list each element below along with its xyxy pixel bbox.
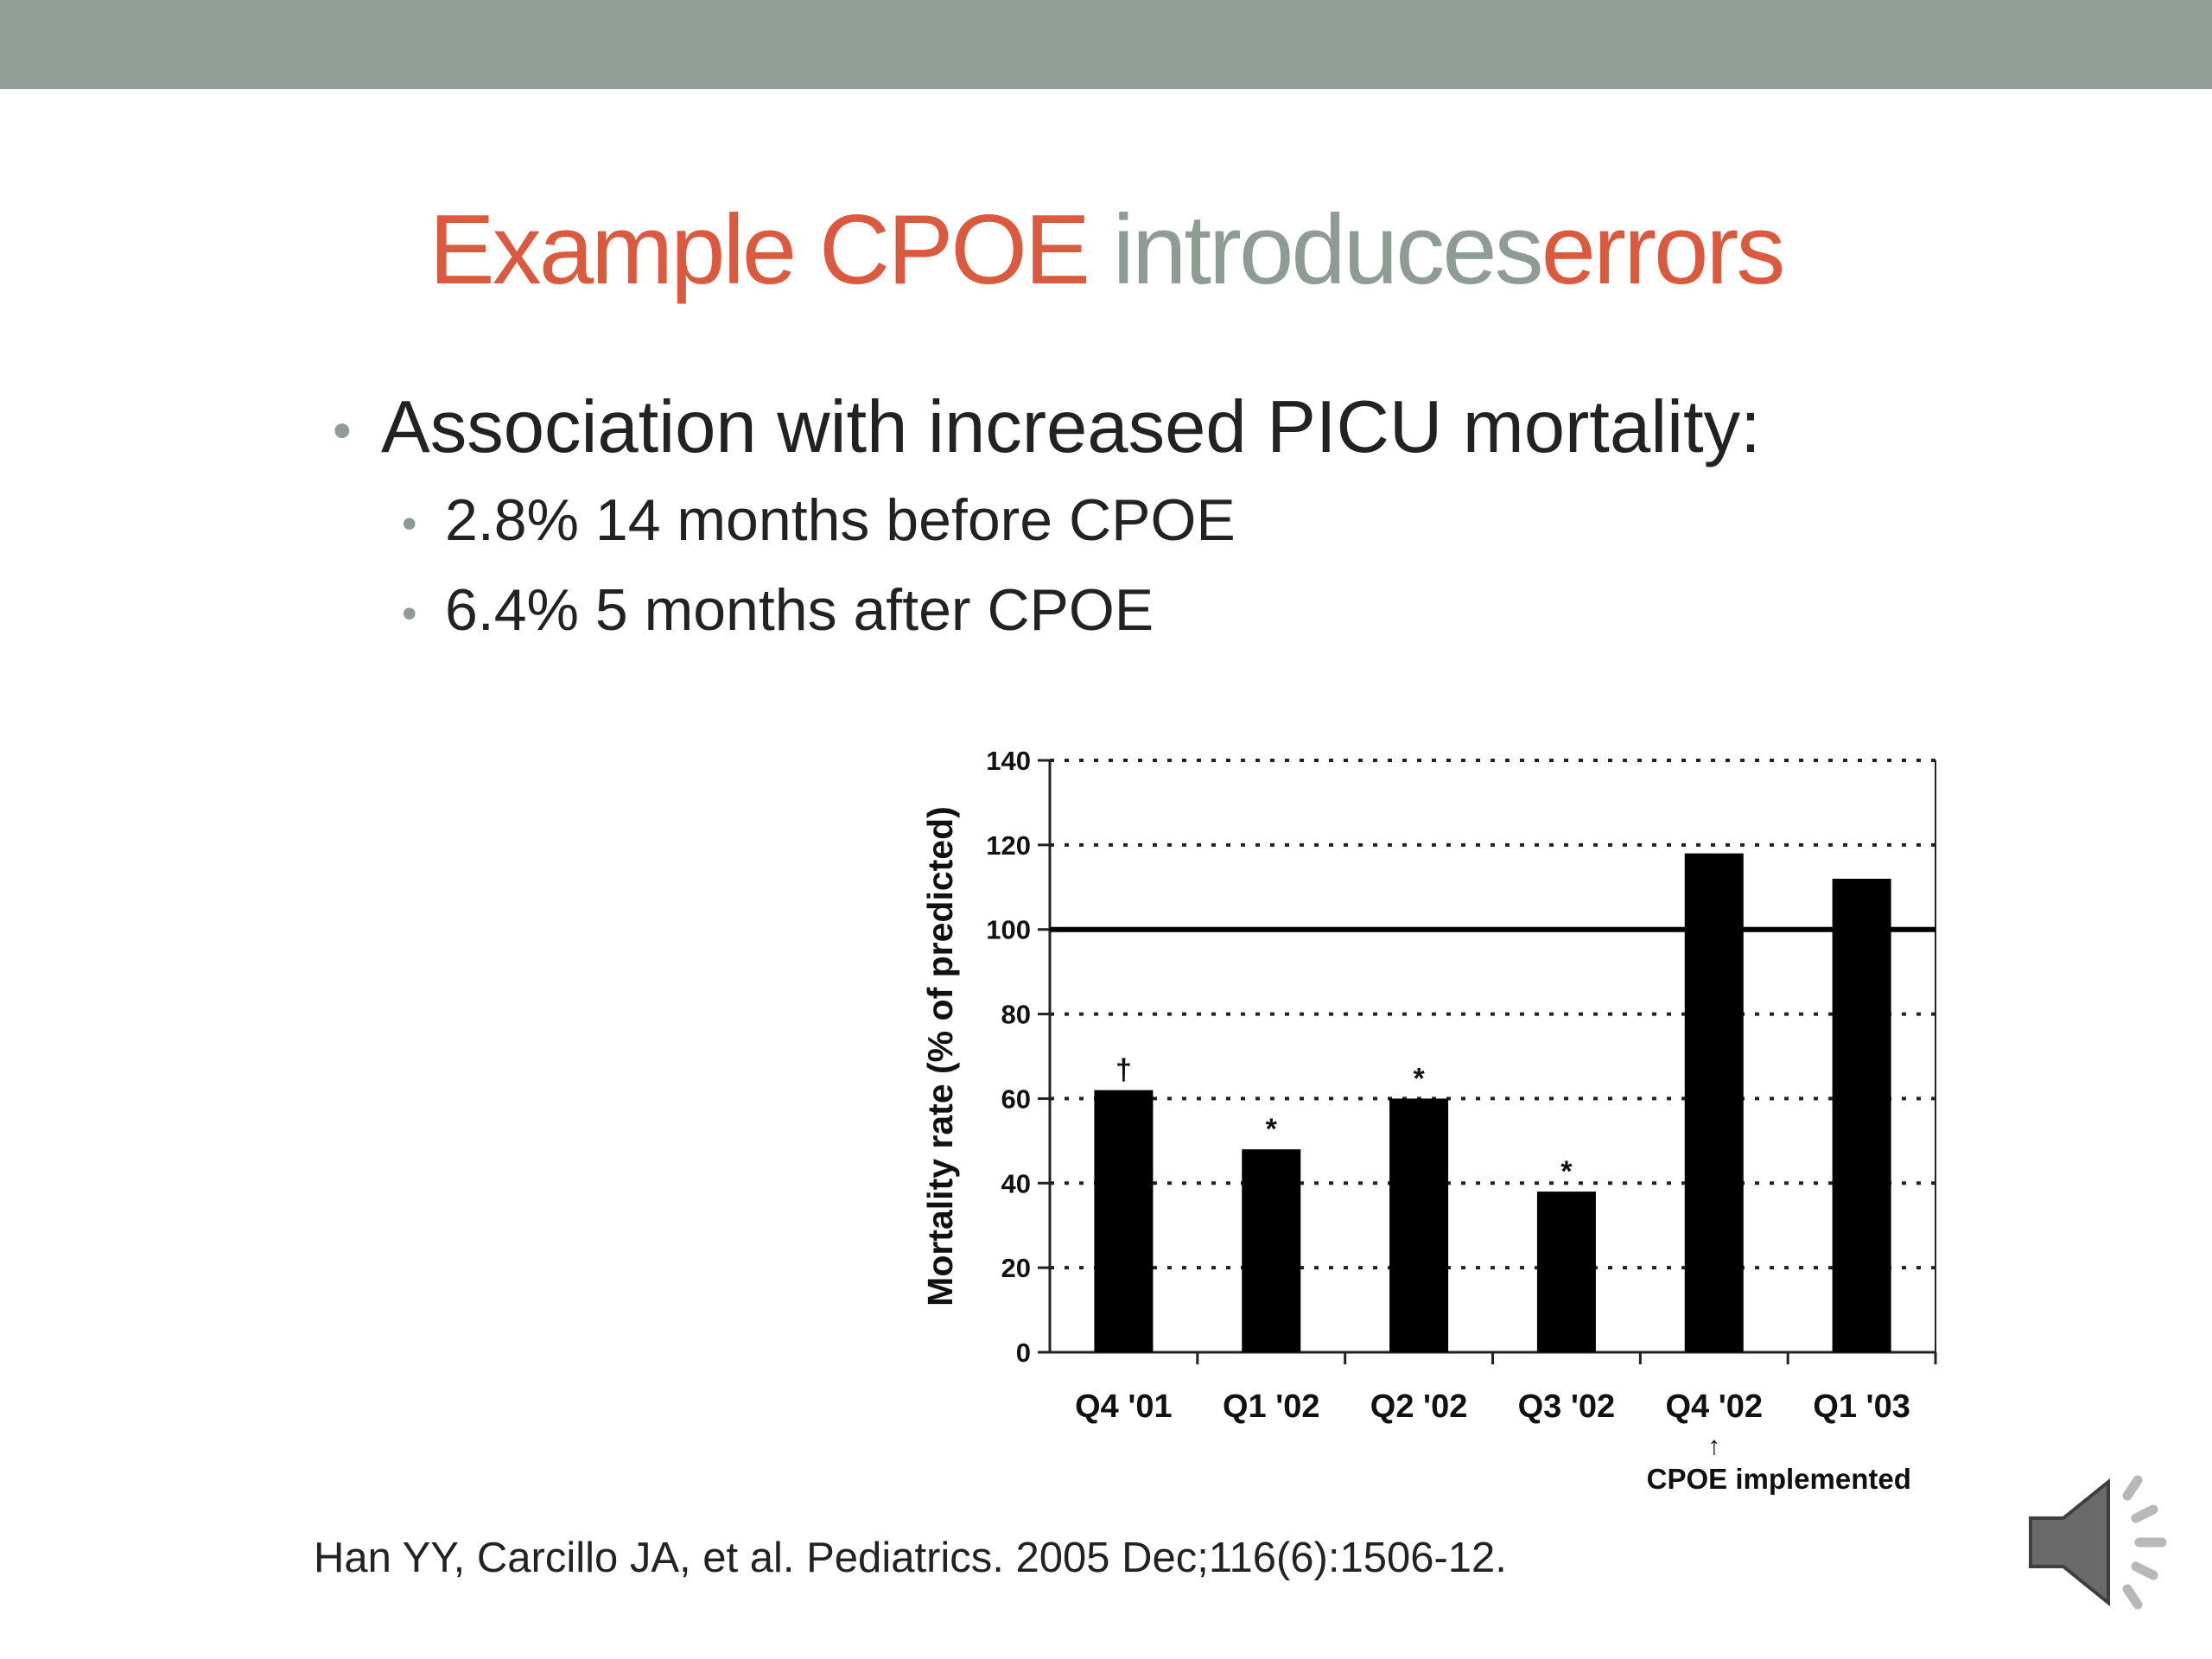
sub-bullet-1: • 2.8% 14 months before CPOE [402,475,1974,565]
bar [1389,1098,1449,1352]
bar [1684,853,1744,1352]
y-axis-label: Mortality rate (% of predicted) [920,806,960,1306]
bullet-main-text: Association with increased PICU mortalit… [381,386,1761,468]
title-part-3: errors [1541,195,1786,305]
sub-bullet-1-text: 2.8% 14 months before CPOE [445,487,1236,553]
y-tick-label: 100 [986,915,1031,945]
bullet-dot-icon: • [402,499,417,548]
y-tick-label: 40 [1001,1168,1031,1198]
y-tick-label: 60 [1001,1084,1031,1114]
bar [1094,1090,1154,1352]
bar [1832,879,1891,1352]
bar [1536,1192,1596,1352]
citation: Han YY, Carcillo JA, et al. Pediatrics. … [314,1535,1507,1581]
bar [1242,1149,1301,1352]
y-tick-label: 80 [1001,1000,1031,1030]
bullet-main: • Association with increased PICU mortal… [333,380,1974,475]
y-tick-label: 140 [986,746,1031,776]
significance-marker: * [1560,1155,1573,1188]
x-tick-label: Q2 '02 [1370,1389,1468,1425]
y-tick-label: 120 [986,830,1031,861]
y-tick-label: 0 [1016,1338,1031,1368]
x-tick-label: Q1 '02 [1223,1389,1320,1425]
x-tick-label: Q4 '01 [1075,1389,1173,1425]
title-part-1: Example CPOE [429,195,1090,305]
significance-marker: † [1116,1054,1132,1087]
sub-bullet-2-text: 6.4% 5 months after CPOE [445,577,1154,643]
annotation-arrow: ↑ [1707,1432,1720,1460]
significance-marker: * [1413,1062,1425,1095]
annotation-text: CPOE implemented [1647,1463,1911,1495]
bullet-list: • Association with increased PICU mortal… [333,380,1974,655]
x-tick-label: Q3 '02 [1518,1389,1616,1425]
x-tick-label: Q1 '03 [1813,1389,1910,1425]
speaker-icon[interactable] [2022,1465,2177,1620]
top-band [0,0,2212,89]
slide-title: Example CPOE introduceserrors [0,194,2212,307]
significance-marker: * [1266,1113,1278,1146]
x-tick-label: Q4 '02 [1665,1389,1763,1425]
y-tick-label: 20 [1001,1253,1031,1283]
title-part-2: introduces [1112,195,1544,305]
bullet-dot-icon: • [402,589,417,638]
sub-bullet-2: • 6.4% 5 months after CPOE [402,565,1974,655]
mortality-chart: 0 20 40 60 80 100 120 140 Q4 '01 † Q1 '02 * Q2 '02 * Q… [916,734,1953,1495]
chart-svg: 0 20 40 60 80 100 120 140 Q4 '01 † Q1 '02 * Q2 '02 * Q… [920,746,1937,1495]
bullet-dot-icon: • [333,401,352,461]
